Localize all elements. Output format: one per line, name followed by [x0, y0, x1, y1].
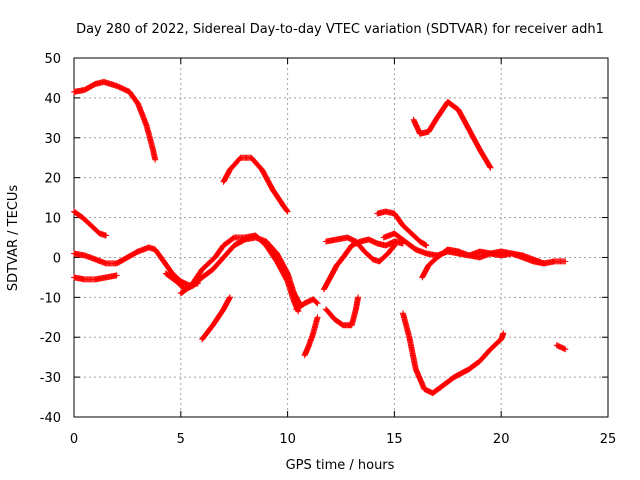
- y-tick-label: -40: [40, 411, 61, 426]
- series-arc-6: [177, 232, 302, 315]
- x-tick-label: 25: [600, 432, 617, 447]
- y-tick-label: 20: [44, 172, 61, 187]
- y-axis-label: SDTVAR / TECUs: [6, 185, 21, 292]
- series-arc-2: [71, 208, 109, 239]
- x-tick-label: 15: [386, 432, 403, 447]
- series-markers: [71, 244, 201, 289]
- series-arc-17: [410, 98, 494, 171]
- series-arc-10: [293, 296, 321, 313]
- y-tick-label: 10: [44, 212, 61, 227]
- series-arc-14: [374, 208, 430, 249]
- series-markers: [323, 294, 362, 329]
- series-arc-4: [71, 272, 120, 283]
- data-series: [71, 78, 569, 397]
- x-tick-label: 0: [70, 432, 78, 447]
- y-tick-label: -20: [40, 331, 61, 346]
- series-arc-7: [199, 294, 233, 343]
- series-arc-18: [399, 310, 507, 397]
- y-tick-label: 0: [53, 251, 61, 266]
- series-markers: [293, 296, 321, 313]
- y-tick-label: 40: [44, 92, 61, 107]
- plot-frame: [73, 57, 609, 418]
- chart-title: Day 280 of 2022, Sidereal Day-to-day VTE…: [76, 22, 604, 37]
- series-markers: [410, 98, 494, 171]
- series-arc-3: [71, 244, 201, 289]
- series-markers: [323, 234, 398, 265]
- series-markers: [71, 272, 120, 283]
- series-markers: [374, 208, 430, 249]
- y-tick-label: -10: [40, 291, 61, 306]
- series-arc-1: [71, 78, 159, 163]
- series-markers: [199, 294, 233, 343]
- x-tick-label: 5: [177, 432, 185, 447]
- series-markers: [71, 78, 159, 163]
- series-markers: [553, 342, 569, 353]
- x-tick-label: 10: [279, 432, 296, 447]
- axis-ticks: 0 5 10 15 20 25 -40 -30 -20 -10 0 10 20 30 40 50: [40, 52, 617, 447]
- series-arc-13: [323, 294, 362, 329]
- series-arc-9: [301, 314, 321, 359]
- x-axis-label: GPS time / hours: [286, 458, 395, 473]
- y-tick-label: 50: [44, 52, 61, 67]
- series-markers: [419, 246, 547, 281]
- series-markers: [177, 232, 302, 315]
- x-tick-label: 20: [493, 432, 510, 447]
- series-markers: [71, 208, 109, 239]
- series-arc-16: [419, 246, 547, 281]
- series-markers: [301, 314, 321, 359]
- series-arc-8: [220, 154, 291, 215]
- y-tick-label: 30: [44, 132, 61, 147]
- series-markers: [220, 154, 291, 215]
- series-arc-12: [323, 234, 398, 265]
- series-arc-19: [553, 342, 569, 353]
- series-markers: [399, 310, 507, 397]
- y-tick-label: -30: [40, 371, 61, 386]
